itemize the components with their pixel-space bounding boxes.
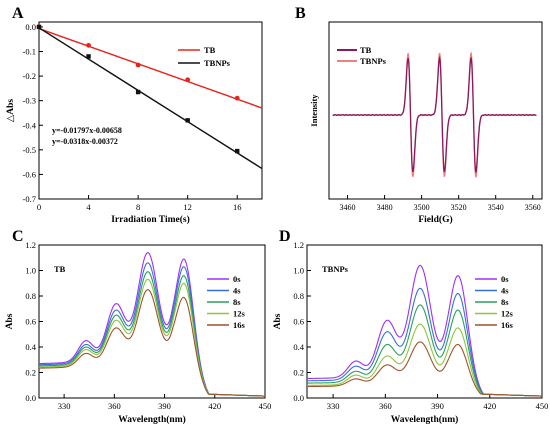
data-point-tbnps bbox=[86, 54, 91, 59]
fit-line-tbnps bbox=[38, 27, 263, 170]
y-tick-label-d: 0.6 bbox=[293, 317, 304, 327]
y-tick-label-a: -0.7 bbox=[23, 194, 36, 204]
fit-line-tb bbox=[38, 27, 263, 109]
y-tick-label-a: -0.3 bbox=[23, 96, 36, 106]
legend-label-c-0s: 0s bbox=[233, 274, 241, 284]
data-point-tbnps bbox=[36, 24, 42, 30]
x-tick-label-a: 0 bbox=[37, 202, 41, 212]
plot-frame-a bbox=[38, 21, 263, 200]
chart-title-d: TBNPs bbox=[322, 264, 349, 274]
y-tick-label-d: 1.0 bbox=[293, 266, 304, 276]
panel-letter-d: D bbox=[279, 228, 291, 245]
y-tick-label-c: 0.2 bbox=[25, 368, 36, 378]
spectrum-curve-c-16s bbox=[38, 288, 266, 397]
spectrum-curve-c-0s bbox=[38, 251, 266, 397]
spectrum-curve-c-8s bbox=[38, 271, 266, 397]
legend-label-d-12s: 12s bbox=[501, 309, 514, 319]
x-tick-label-d: 390 bbox=[431, 401, 444, 411]
spectrum-curve-c-4s bbox=[38, 262, 266, 397]
x-tick-label-b: 3520 bbox=[451, 203, 467, 212]
legend-label-tbnps: TBNPs bbox=[360, 56, 387, 66]
x-tick-label-a: 4 bbox=[86, 202, 91, 212]
legend-label-d-16s: 16s bbox=[501, 320, 514, 330]
y-tick-label-a: 0.0 bbox=[25, 22, 36, 32]
fit-equation: y=-0.0318x-0.00372 bbox=[52, 137, 118, 146]
x-axis-label-c: Wavelength(nm) bbox=[118, 414, 186, 425]
chart-title-c: TB bbox=[54, 264, 66, 274]
epr-curve-tb bbox=[332, 55, 537, 173]
y-tick-label-a: -0.4 bbox=[23, 120, 37, 130]
y-tick-label-c: 0.0 bbox=[25, 393, 36, 403]
x-axis-label-d: Wavelength(nm) bbox=[391, 414, 459, 425]
y-tick-label-d: 0.0 bbox=[293, 393, 304, 403]
x-tick-label-a: 16 bbox=[233, 202, 242, 212]
x-tick-label-c: 390 bbox=[158, 401, 171, 411]
panel-letter-c: C bbox=[12, 228, 24, 245]
legend-label-d-4s: 4s bbox=[501, 286, 509, 296]
x-tick-label-c: 450 bbox=[259, 401, 272, 411]
y-tick-label-d: 0.8 bbox=[293, 291, 304, 301]
y-tick-label-c: 1.0 bbox=[25, 266, 36, 276]
data-point-tb bbox=[135, 62, 141, 68]
y-tick-label-a: -0.5 bbox=[23, 145, 36, 155]
y-tick-label-d: 0.4 bbox=[293, 342, 304, 352]
x-axis-label-a: Irradiation Time(s) bbox=[111, 214, 190, 225]
data-point-tbnps bbox=[135, 89, 141, 95]
x-tick-label-d: 360 bbox=[379, 401, 392, 411]
y-tick-label-d: 0.2 bbox=[293, 368, 304, 378]
legend-label-c-12s: 12s bbox=[233, 309, 246, 319]
panel-letter-a: A bbox=[12, 5, 24, 22]
x-tick-label-a: 8 bbox=[136, 202, 140, 212]
y-tick-label-a: -0.6 bbox=[23, 169, 36, 179]
y-axis-label-c: Abs bbox=[5, 313, 15, 329]
x-tick-label-c: 360 bbox=[108, 401, 121, 411]
y-tick-label-c: 0.6 bbox=[25, 317, 36, 327]
x-tick-label-b: 3560 bbox=[525, 203, 541, 212]
y-axis-label-d: Abs bbox=[273, 313, 283, 329]
x-tick-label-b: 3500 bbox=[414, 203, 430, 212]
y-tick-label-c: 1.2 bbox=[25, 240, 36, 250]
data-point-tb bbox=[185, 77, 191, 83]
x-axis-label-b: Field(G) bbox=[418, 214, 452, 225]
legend-label-c-16s: 16s bbox=[233, 320, 246, 330]
x-tick-label-a: 12 bbox=[183, 202, 192, 212]
y-tick-label-c: 0.4 bbox=[25, 342, 36, 352]
legend-label-c-4s: 4s bbox=[233, 286, 241, 296]
y-tick-label-c: 0.8 bbox=[25, 291, 36, 301]
data-point-tb bbox=[234, 95, 240, 101]
x-tick-label-c: 330 bbox=[58, 401, 71, 411]
x-tick-label-d: 450 bbox=[536, 401, 549, 411]
y-axis-label-b: Intensity bbox=[309, 94, 319, 127]
spectrum-curve-d-12s bbox=[306, 323, 543, 397]
fit-equation: y=-0.01797x-0.00658 bbox=[52, 126, 122, 135]
x-tick-label-d: 330 bbox=[327, 401, 340, 411]
legend-label-d-8s: 8s bbox=[501, 297, 509, 307]
y-tick-label-a: -0.2 bbox=[23, 71, 36, 81]
legend-label-tb: TB bbox=[360, 45, 372, 55]
data-point-tbnps bbox=[185, 118, 190, 123]
x-tick-label-d: 420 bbox=[483, 401, 496, 411]
y-tick-label-d: 1.2 bbox=[293, 240, 304, 250]
x-tick-label-b: 3540 bbox=[488, 203, 504, 212]
legend-label-tbnps: TBNPs bbox=[204, 58, 231, 68]
plot-frame-c bbox=[38, 244, 266, 399]
x-tick-label-b: 3480 bbox=[377, 203, 393, 212]
y-tick-label-a: -0.1 bbox=[23, 47, 36, 57]
x-tick-label-b: 3460 bbox=[340, 203, 356, 212]
data-point-tb bbox=[86, 42, 91, 48]
x-tick-label-c: 420 bbox=[208, 401, 221, 411]
spectrum-curve-d-16s bbox=[307, 341, 543, 397]
panel-letter-b: B bbox=[295, 5, 306, 22]
y-axis-label-a: △Abs bbox=[6, 99, 16, 122]
plot-frame-b bbox=[328, 21, 543, 200]
legend-label-d-0s: 0s bbox=[501, 274, 509, 284]
legend-label-c-8s: 8s bbox=[233, 297, 241, 307]
legend-label-tb: TB bbox=[204, 45, 216, 55]
data-point-tbnps bbox=[235, 148, 240, 154]
